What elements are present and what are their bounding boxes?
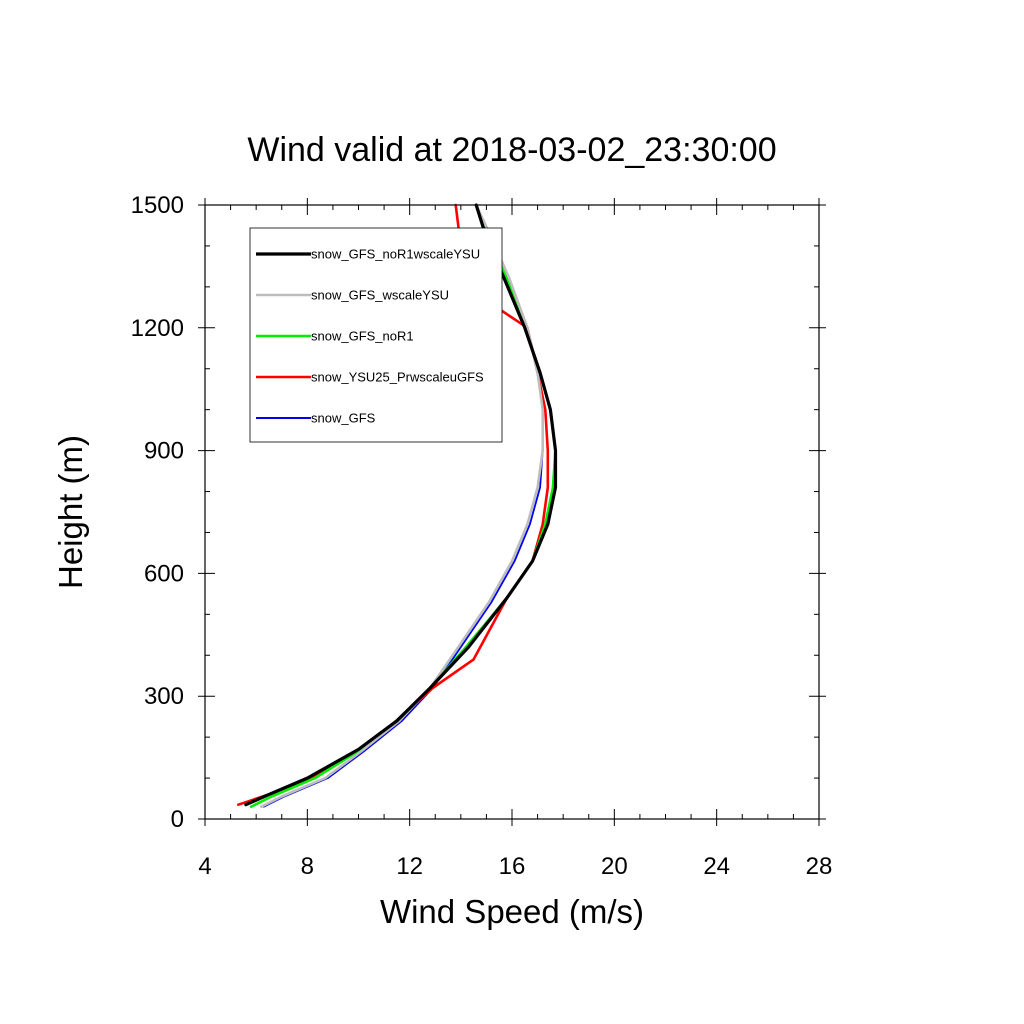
- x-tick-label: 8: [301, 853, 314, 880]
- legend: snow_GFS_noR1wscaleYSU snow_GFS_wscaleYSU…: [249, 227, 503, 443]
- x-tick-label: 24: [703, 853, 730, 880]
- axis-ticks: [198, 198, 826, 826]
- x-axis-label: Wind Speed (m/s): [380, 893, 644, 930]
- x-tick-label: 16: [499, 853, 526, 880]
- y-tick-label: 1200: [131, 315, 184, 342]
- legend-label-5: snow_GFS: [311, 411, 376, 426]
- legend-label-2: snow_GFS_wscaleYSU: [311, 288, 449, 303]
- series-line-2: [259, 203, 545, 809]
- plot-lines: [237, 203, 558, 809]
- x-tick-label: 4: [198, 853, 211, 880]
- axis-tick-labels: 4 8 12 16 20 24 28 0 300 600 900 1200 1500: [131, 192, 833, 880]
- y-tick-label: 600: [144, 560, 184, 587]
- y-axis-label: Height (m): [52, 435, 89, 589]
- chart-title: Wind valid at 2018-03-02_23:30:00: [247, 131, 776, 169]
- y-tick-label: 1500: [131, 192, 184, 219]
- legend-label-4: snow_YSU25_PrwscaleuGFS: [311, 370, 484, 385]
- series-line-1: [244, 203, 558, 807]
- legend-label-1: snow_GFS_noR1wscaleYSU: [311, 247, 480, 262]
- legend-label-3: snow_GFS_noR1: [311, 329, 414, 344]
- x-tick-label: 12: [396, 853, 423, 880]
- x-tick-label: 20: [601, 853, 628, 880]
- y-tick-label: 900: [144, 438, 184, 465]
- y-tick-label: 300: [144, 683, 184, 710]
- x-tick-label: 28: [806, 853, 833, 880]
- y-tick-label: 0: [171, 806, 184, 833]
